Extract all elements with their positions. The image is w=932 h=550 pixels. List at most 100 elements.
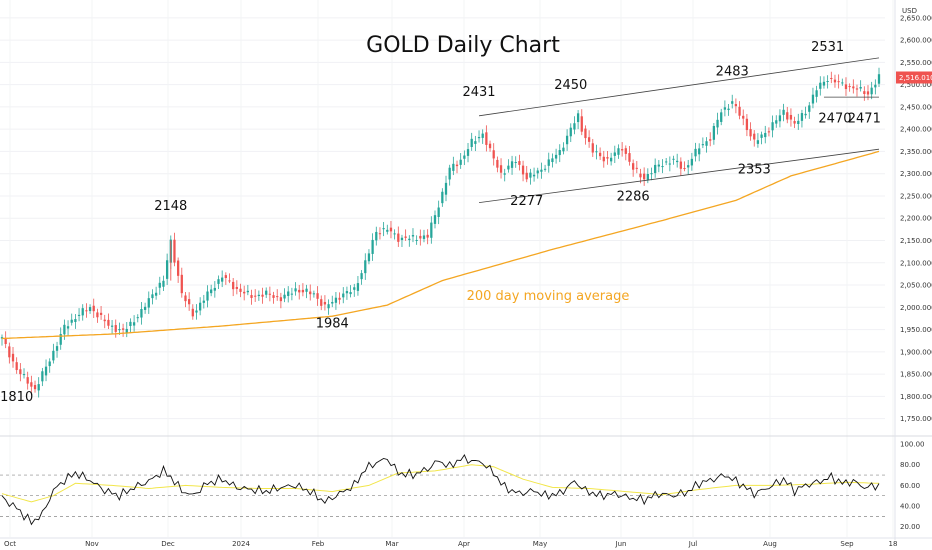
- candle-body: [477, 137, 481, 139]
- candle: [103, 314, 106, 329]
- candle: [96, 308, 99, 323]
- candle: [33, 380, 37, 393]
- price-annotation: 1984: [316, 316, 349, 331]
- price-tag-label: 2,516.010: [899, 74, 932, 82]
- candle-body: [107, 319, 110, 326]
- candle: [320, 295, 323, 311]
- candle-body: [26, 377, 29, 384]
- candle-body: [687, 165, 690, 168]
- ma-label: 200 day moving average: [467, 289, 630, 304]
- candle: [558, 144, 561, 163]
- candle: [199, 297, 202, 316]
- candle-body: [165, 260, 169, 279]
- candle-body: [485, 132, 488, 145]
- candle-body: [830, 77, 833, 79]
- candle-body: [371, 239, 374, 254]
- candle-body: [444, 182, 448, 195]
- candle-body: [646, 173, 649, 180]
- candle: [646, 168, 649, 184]
- candle-body: [756, 140, 760, 144]
- price-tick-label: 1,800.000: [900, 393, 932, 401]
- candle: [540, 162, 543, 179]
- candle-body: [606, 157, 609, 159]
- candle: [474, 135, 477, 152]
- candle: [580, 109, 583, 136]
- candle: [514, 156, 517, 168]
- candle-body: [481, 133, 484, 138]
- candle-body: [661, 166, 664, 168]
- price-annotation: 2470: [818, 111, 851, 126]
- candle-body: [665, 161, 668, 163]
- candle-body: [624, 148, 627, 154]
- candle-body: [595, 151, 598, 153]
- rsi-tick-label: 80.00: [900, 461, 920, 469]
- candle-body: [320, 299, 323, 306]
- price-tick-label: 2,450.000: [900, 103, 932, 111]
- candle: [819, 76, 822, 96]
- price-tick-label: 1,750.000: [900, 415, 932, 423]
- candle-body: [411, 235, 415, 237]
- candle-body: [151, 294, 154, 299]
- candle-body: [41, 371, 44, 382]
- candle-body: [63, 324, 66, 335]
- candle-body: [33, 385, 37, 390]
- candle-body: [121, 328, 125, 330]
- candle: [360, 270, 363, 285]
- candle-body: [488, 143, 492, 149]
- candle-body: [455, 164, 459, 167]
- candle-body: [602, 156, 605, 162]
- candle-body: [103, 319, 106, 322]
- candle: [419, 229, 422, 246]
- candle-body: [584, 128, 587, 139]
- candle: [815, 85, 818, 103]
- candle-body: [44, 366, 48, 376]
- candle-body: [140, 308, 143, 318]
- candle-body: [547, 159, 550, 166]
- candle-body: [235, 286, 238, 289]
- candle-body: [210, 289, 213, 294]
- candle-body: [305, 288, 308, 292]
- candle: [70, 313, 73, 326]
- candle: [657, 160, 660, 173]
- candle: [503, 168, 506, 182]
- candle-body: [676, 160, 679, 163]
- price-annotation: 2431: [462, 85, 495, 100]
- candle: [77, 308, 81, 322]
- candle-body: [323, 301, 327, 305]
- candle: [217, 275, 220, 289]
- candle: [532, 167, 536, 182]
- candle: [643, 167, 646, 186]
- candle: [789, 108, 793, 127]
- candle: [764, 125, 767, 144]
- price-annotation: 2353: [738, 163, 771, 178]
- candle-body: [859, 87, 862, 89]
- candle: [176, 257, 180, 283]
- candle: [85, 303, 88, 318]
- candle-body: [143, 306, 147, 310]
- candle: [723, 100, 727, 117]
- candle: [59, 327, 62, 350]
- candle-body: [176, 260, 180, 276]
- candle-body: [819, 82, 822, 89]
- x-tick-label: Jun: [615, 540, 627, 548]
- candle-body: [180, 274, 183, 294]
- candle-body: [470, 138, 473, 147]
- candle-body: [731, 101, 734, 104]
- candle: [4, 331, 7, 349]
- candle-body: [877, 74, 881, 84]
- candle-body: [88, 307, 92, 312]
- candle-body: [712, 125, 716, 140]
- candle: [661, 159, 664, 174]
- candle: [716, 112, 719, 135]
- candle: [811, 87, 815, 109]
- candle: [444, 175, 448, 202]
- candle: [536, 167, 539, 179]
- candle: [705, 137, 708, 153]
- candle: [191, 304, 194, 320]
- price-tick-label: 2,600.000: [900, 37, 932, 45]
- candle: [576, 110, 580, 130]
- candle-body: [342, 293, 345, 298]
- candle-body: [749, 129, 752, 137]
- candle-body: [52, 350, 55, 361]
